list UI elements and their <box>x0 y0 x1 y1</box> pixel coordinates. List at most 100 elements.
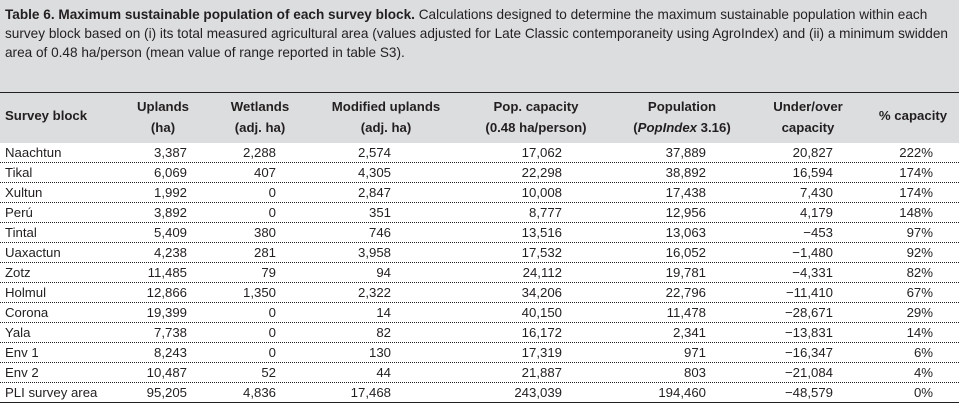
cell-uplands: 6,069 <box>153 165 187 180</box>
cell-popcap: 24,112 <box>522 265 562 280</box>
cell-underover: −21,084 <box>784 365 833 380</box>
cell-popcap: 21,887 <box>521 365 562 380</box>
table-row: Corona 19,399 0 14 40,150 11,478 −28,671 29% <box>0 303 959 323</box>
cell-block: Zotz <box>5 265 31 280</box>
cell-uplands: 3,387 <box>153 145 187 160</box>
cell-population: 803 <box>683 365 706 380</box>
cell-modified: 17,468 <box>350 385 391 400</box>
cell-modified: 94 <box>376 265 391 280</box>
cell-wetlands: 281 <box>253 245 276 260</box>
cell-uplands: 5,409 <box>153 225 187 240</box>
cell-underover: −28,671 <box>784 305 833 320</box>
cell-population: 16,052 <box>665 245 706 260</box>
cell-pct: 29% <box>906 305 933 320</box>
cell-population: 2,341 <box>672 325 706 340</box>
cell-wetlands: 0 <box>268 205 276 220</box>
header-underover-line2: capacity <box>781 120 835 135</box>
cell-underover: −453 <box>803 225 833 240</box>
cell-population: 22,796 <box>665 285 706 300</box>
cell-population: 11,478 <box>666 305 706 320</box>
cell-wetlands: 380 <box>253 225 276 240</box>
table-row: Zotz 11,485 79 94 24,112 19,781 −4,331 82% <box>0 263 959 283</box>
header-survey-block: Survey block <box>5 108 88 123</box>
cell-pct: 92% <box>906 245 933 260</box>
table-row: Xultun 1,992 0 2,847 10,008 17,438 7,430 174% <box>0 183 959 203</box>
cell-block: Tikal <box>5 165 33 180</box>
table-row: Uaxactun 4,238 281 3,958 17,532 16,052 −1,480 9… <box>0 243 959 263</box>
cell-uplands: 1,992 <box>153 185 187 200</box>
cell-population: 12,956 <box>665 205 706 220</box>
header-under-over: Under/over capacity <box>760 96 856 138</box>
cell-uplands: 4,238 <box>153 245 187 260</box>
cell-underover: −1,480 <box>792 245 833 260</box>
table-row: Env 2 10,487 52 44 21,887 803 −21,084 4% <box>0 363 959 383</box>
table-row: Env 1 8,243 0 130 17,319 971 −16,347 6% <box>0 343 959 363</box>
cell-popcap: 243,039 <box>514 385 562 400</box>
cell-underover: 20,827 <box>792 145 833 160</box>
cell-popcap: 17,319 <box>521 345 562 360</box>
cell-underover: 4,179 <box>799 205 833 220</box>
header-pop-capacity: Pop. capacity (0.48 ha/person) <box>472 96 600 138</box>
cell-underover: 16,594 <box>792 165 833 180</box>
cell-wetlands: 79 <box>261 265 276 280</box>
cell-popcap: 40,150 <box>521 305 562 320</box>
cell-modified: 2,574 <box>357 145 391 160</box>
cell-wetlands: 0 <box>268 305 276 320</box>
cell-pct: 148% <box>899 205 933 220</box>
cell-block: Corona <box>5 305 49 320</box>
cell-modified: 14 <box>376 305 391 320</box>
cell-modified: 82 <box>376 325 391 340</box>
cell-pct: 4% <box>913 365 933 380</box>
cell-block: Uaxactun <box>5 245 61 260</box>
cell-underover: −48,579 <box>784 385 833 400</box>
cell-block: Env 2 <box>5 365 39 380</box>
cell-pct: 6% <box>913 345 933 360</box>
cell-pct: 174% <box>899 185 933 200</box>
header-population-line1: Population <box>647 99 717 114</box>
header-wetlands: Wetlands (adj. ha) <box>218 96 302 138</box>
table-row: Tintal 5,409 380 746 13,516 13,063 −453 97% <box>0 223 959 243</box>
header-popcap-line1: Pop. capacity <box>493 99 579 114</box>
cell-popcap: 34,206 <box>521 285 562 300</box>
table-row: Tikal 6,069 407 4,305 22,298 38,892 16,594 174% <box>0 163 959 183</box>
table-row: PLI survey area 95,205 4,836 17,468 243,039 1… <box>0 383 959 403</box>
caption-text: Calculations designed to determine the m… <box>5 7 948 60</box>
cell-popcap: 16,172 <box>521 325 562 340</box>
cell-uplands: 11,485 <box>147 265 187 280</box>
header-popcap-line2: (0.48 ha/person) <box>485 120 587 135</box>
cell-uplands: 8,243 <box>153 345 187 360</box>
cell-population: 37,889 <box>665 145 706 160</box>
cell-population: 194,460 <box>658 385 706 400</box>
cell-modified: 4,305 <box>357 165 391 180</box>
cell-wetlands: 2,288 <box>242 145 276 160</box>
cell-block: Naachtun <box>5 145 62 160</box>
cell-uplands: 7,738 <box>153 325 187 340</box>
cell-population: 971 <box>683 345 706 360</box>
header-wetlands-line2: (adj. ha) <box>234 120 286 135</box>
table-header: Survey block Uplands (ha) Wetlands (adj.… <box>0 92 959 143</box>
cell-modified: 2,322 <box>357 285 391 300</box>
header-modified-uplands: Modified uplands (adj. ha) <box>320 96 452 138</box>
header-wetlands-line1: Wetlands <box>230 99 290 114</box>
header-underover-line1: Under/over <box>773 99 843 114</box>
table-row: Naachtun 3,387 2,288 2,574 17,062 37,889 20,82… <box>0 143 959 163</box>
cell-population: 19,781 <box>665 265 706 280</box>
header-population: Population (PopIndex 3.16) <box>620 96 744 138</box>
table-row: Yala 7,738 0 82 16,172 2,341 −13,831 14% <box>0 323 959 343</box>
cell-popcap: 8,777 <box>528 205 562 220</box>
cell-wetlands: 4,836 <box>242 385 276 400</box>
table-row: Perú 3,892 0 351 8,777 12,956 4,179 148% <box>0 203 959 223</box>
cell-underover: 7,430 <box>799 185 833 200</box>
cell-popcap: 22,298 <box>521 165 562 180</box>
cell-modified: 3,958 <box>357 245 391 260</box>
cell-modified: 2,847 <box>357 185 391 200</box>
cell-uplands: 3,892 <box>153 205 187 220</box>
cell-block: Yala <box>5 325 31 340</box>
header-uplands-line1: Uplands <box>136 99 190 114</box>
cell-pct: 174% <box>899 165 933 180</box>
cell-population: 38,892 <box>665 165 706 180</box>
cell-wetlands: 1,350 <box>242 285 276 300</box>
cell-pct: 82% <box>906 265 933 280</box>
cell-uplands: 95,205 <box>146 385 187 400</box>
cell-wetlands: 0 <box>268 185 276 200</box>
